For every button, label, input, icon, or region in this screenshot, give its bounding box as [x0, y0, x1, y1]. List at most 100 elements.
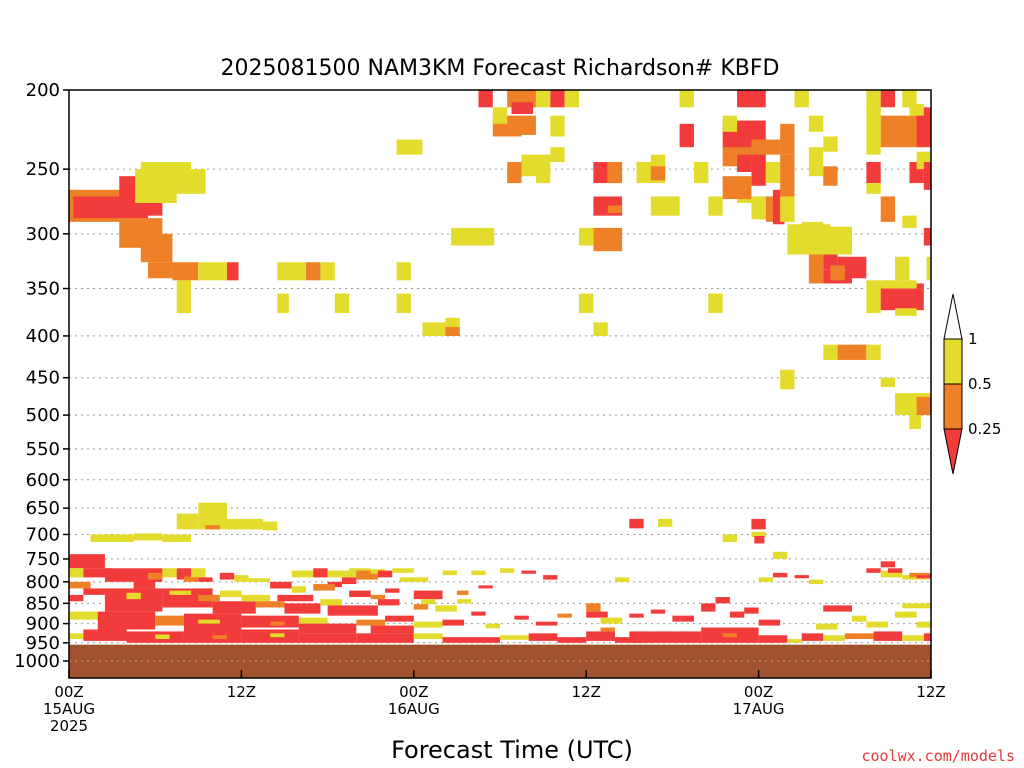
data-cell: [277, 293, 289, 314]
data-cell: [521, 570, 536, 574]
data-cell: [837, 344, 867, 360]
data-cell: [923, 633, 931, 641]
data-cell: [535, 90, 551, 108]
data-cell: [370, 594, 386, 600]
data-cell: [902, 215, 917, 228]
y-tick-label: 500: [26, 405, 60, 426]
data-cell: [320, 262, 335, 281]
data-cell: [629, 631, 702, 643]
data-cell: [521, 115, 536, 135]
data-cell: [356, 570, 378, 580]
data-cell: [916, 621, 931, 628]
data-cell: [133, 579, 156, 589]
y-tick-label: 350: [26, 279, 60, 300]
data-cell: [205, 525, 220, 530]
data-cell: [356, 619, 386, 626]
data-cell: [133, 533, 163, 541]
data-cell: [514, 615, 529, 620]
data-cell: [313, 584, 335, 591]
data-cell: [895, 611, 917, 618]
data-cell: [219, 572, 235, 580]
data-cell: [902, 90, 917, 108]
data-cell: [385, 588, 400, 593]
x-tick-label: 12Z: [227, 683, 256, 701]
data-cells: [69, 90, 931, 643]
data-cell: [507, 161, 522, 184]
data-cell: [722, 176, 752, 200]
data-cell: [895, 256, 910, 281]
data-cell: [248, 578, 271, 582]
data-cell: [823, 635, 845, 641]
data-cell: [500, 635, 529, 640]
data-cell: [422, 322, 446, 336]
chart-title: 2025081500 NAM3KM Forecast Richardson# K…: [221, 56, 780, 81]
data-cell: [198, 502, 228, 530]
data-cell: [902, 603, 931, 609]
data-cell: [614, 577, 630, 582]
data-cell: [298, 633, 357, 643]
data-cell: [140, 233, 173, 263]
data-cell: [270, 633, 285, 638]
data-cell: [780, 369, 795, 390]
legend-bottom-arrow: [943, 428, 963, 475]
data-cell: [413, 604, 429, 610]
data-cell: [851, 615, 867, 622]
data-cell: [485, 623, 500, 629]
data-cell: [349, 590, 371, 598]
data-cell: [866, 568, 881, 573]
data-cell: [722, 633, 738, 638]
data-cell: [69, 568, 84, 578]
x-tick-label: 12Z: [916, 683, 945, 701]
data-cell: [808, 147, 824, 177]
data-cell: [708, 196, 723, 216]
data-cell: [148, 572, 163, 580]
data-cell: [320, 599, 342, 606]
data-cell: [808, 579, 824, 585]
data-cell: [212, 601, 256, 614]
data-cell: [880, 115, 924, 148]
data-cell: [772, 572, 788, 578]
data-cell: [334, 293, 350, 314]
y-tick-label: 200: [26, 80, 60, 101]
data-cell: [270, 621, 285, 626]
data-cell: [758, 635, 788, 643]
data-cell: [701, 603, 716, 612]
data-cell: [176, 568, 192, 580]
data-cell: [823, 166, 838, 186]
data-cell: [887, 568, 903, 573]
legend-swatch-yellow: [943, 338, 963, 385]
data-cell: [413, 590, 443, 600]
x-tick-label: 17AUG: [733, 700, 785, 718]
legend-level-label: 0.25: [968, 420, 1001, 438]
data-cell: [916, 107, 931, 148]
data-cell: [396, 293, 411, 314]
data-cell: [291, 586, 307, 593]
data-cell: [823, 605, 852, 612]
x-tick-label: 00Z: [54, 683, 83, 701]
data-cell: [500, 568, 515, 573]
data-cell: [780, 123, 795, 155]
credit-link[interactable]: coolwx.com/models: [861, 747, 1015, 765]
data-cell: [176, 169, 206, 194]
data-cell: [169, 590, 192, 595]
data-cell: [808, 254, 824, 284]
data-cell: [478, 90, 493, 108]
data-cell: [880, 561, 896, 568]
data-cell: [298, 623, 357, 634]
data-cell: [593, 161, 608, 184]
data-cell: [198, 262, 228, 281]
y-tick-label: 1000: [14, 651, 60, 672]
data-cell: [650, 609, 666, 614]
data-cell: [909, 572, 931, 578]
data-cell: [69, 554, 105, 569]
data-cell: [327, 570, 350, 578]
data-cell: [579, 293, 594, 314]
y-tick-label: 650: [26, 498, 60, 519]
data-cell: [780, 196, 795, 222]
data-cell: [600, 617, 623, 624]
data-cell: [916, 396, 931, 416]
data-cell: [909, 415, 921, 429]
y-tick-label: 450: [26, 368, 60, 389]
data-cell: [772, 551, 788, 559]
data-cell: [478, 585, 493, 589]
